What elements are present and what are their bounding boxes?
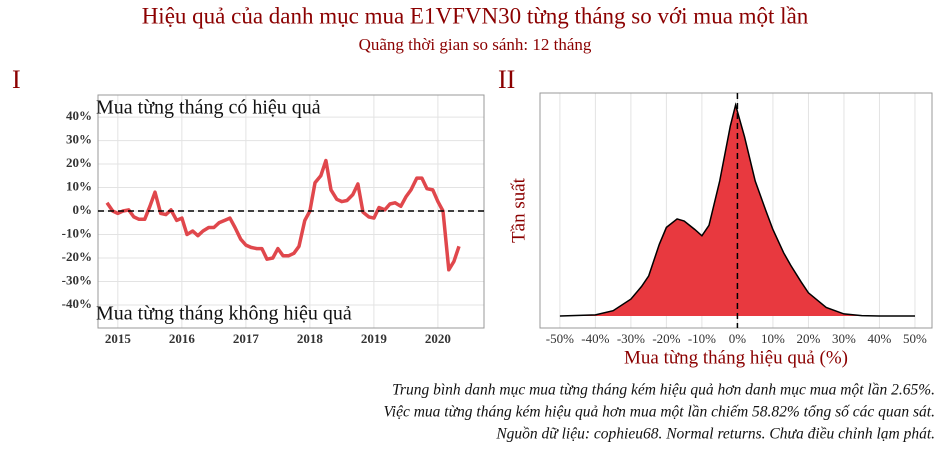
y-tick-label: 0%: [73, 202, 93, 217]
plot-frame: [539, 92, 933, 329]
y-tick-label: 40%: [66, 108, 92, 123]
note: Nguồn dữ liệu: cophieu68. Normal returns…: [495, 426, 935, 443]
y-axis-label: Tần suất: [508, 177, 529, 243]
x-tick-label: 30%: [832, 331, 856, 346]
note: Trung bình danh mục mua từng tháng kém h…: [392, 382, 935, 399]
x-tick-label: 40%: [868, 331, 892, 346]
annotation: Mua từng tháng có hiệu quả: [96, 97, 321, 119]
y-tick-label: 20%: [66, 155, 92, 170]
title: Hiệu quả của danh mục mua E1VFVN30 từng …: [142, 3, 809, 28]
panel-label: II: [498, 65, 515, 94]
x-tick-label: 2016: [169, 331, 196, 346]
y-tick-label: -30%: [62, 272, 92, 287]
x-tick-label: 2017: [233, 331, 260, 346]
data-line: [105, 158, 461, 272]
y-tick-label: -40%: [62, 296, 92, 311]
x-tick-label: -20%: [652, 331, 680, 346]
x-tick-label: 0%: [729, 331, 747, 346]
y-tick-label: -20%: [62, 249, 92, 264]
density-line: [559, 102, 915, 317]
x-tick-label: 2015: [105, 331, 132, 346]
x-tick-label: 20%: [797, 331, 821, 346]
x-tick-label: -10%: [688, 331, 716, 346]
x-tick-label: 10%: [761, 331, 785, 346]
panel-label: I: [12, 65, 21, 94]
x-tick-label: 2020: [425, 331, 451, 346]
x-tick-label: 2018: [297, 331, 324, 346]
subtitle: Quãng thời gian so sánh: 12 tháng: [359, 35, 592, 54]
x-tick-label: -50%: [546, 331, 574, 346]
y-tick-label: 30%: [66, 132, 92, 147]
x-tick-label: 50%: [903, 331, 927, 346]
y-tick-label: 10%: [66, 179, 92, 194]
annotation: Mua từng tháng không hiệu quả: [96, 303, 352, 325]
density-area: [559, 105, 915, 316]
note: Việc mua từng tháng kém hiệu quả hơn mua…: [383, 404, 935, 421]
y-tick-label: -10%: [62, 226, 92, 241]
x-tick-label: 2019: [361, 331, 388, 346]
x-axis-label: Mua từng tháng hiệu quả (%): [624, 347, 848, 368]
x-tick-label: -40%: [581, 331, 609, 346]
x-tick-label: -30%: [617, 331, 645, 346]
